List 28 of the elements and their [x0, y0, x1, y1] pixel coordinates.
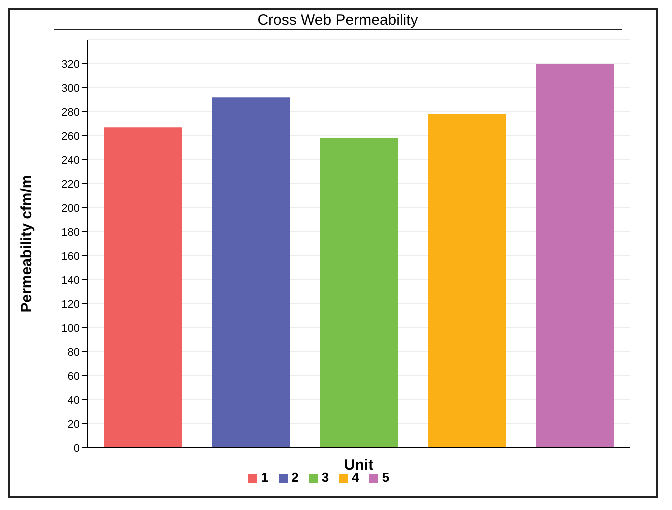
y-tick-label: 20	[68, 418, 80, 431]
y-tick-label: 60	[68, 370, 80, 383]
y-tick-label: 100	[62, 322, 80, 335]
legend-label: 2	[292, 470, 299, 485]
y-tick-label: 260	[62, 130, 80, 143]
bar	[428, 114, 506, 448]
y-tick-label: 80	[68, 346, 80, 359]
y-tick-label: 320	[62, 58, 80, 71]
y-tick-label: 160	[62, 250, 80, 263]
y-tick-label: 120	[62, 298, 80, 311]
y-tick-label: 140	[62, 274, 80, 287]
y-tick-label: 300	[62, 82, 80, 95]
legend-label: 5	[382, 470, 390, 485]
bar	[104, 128, 182, 448]
bar	[320, 138, 398, 448]
y-tick-label: 200	[62, 202, 80, 215]
y-tick-label: 0	[74, 442, 80, 455]
y-tick-label: 220	[62, 178, 80, 191]
y-tick-label: 280	[62, 106, 80, 119]
bar	[536, 64, 614, 448]
y-tick-label: 180	[62, 226, 80, 239]
bar	[212, 98, 290, 448]
y-axis-title: Permeability cfm/m	[18, 175, 36, 313]
legend-label: 1	[261, 470, 269, 485]
y-tick-label: 40	[68, 394, 80, 407]
chart-title: Cross Web Permeability	[54, 12, 622, 30]
legend-label: 3	[322, 470, 330, 485]
y-tick-label: 240	[62, 154, 80, 167]
